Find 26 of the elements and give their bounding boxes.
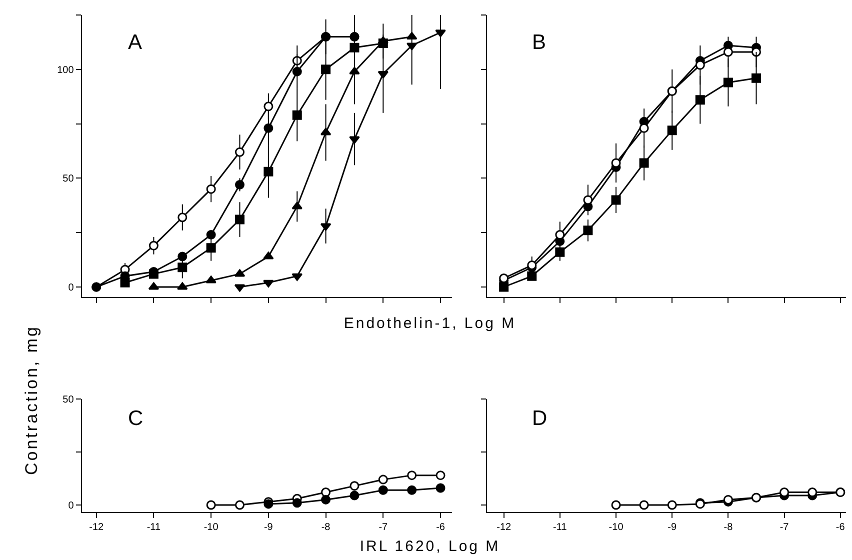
x-tick-label: -8 — [321, 522, 331, 534]
x-tick-label: -10 — [608, 522, 624, 534]
x-tick-label: -11 — [146, 522, 161, 534]
x-tick-label: -12 — [89, 522, 104, 534]
y-tick-label: 100 — [57, 64, 74, 76]
x-tick-label: -11 — [553, 522, 568, 534]
x-axis-title: Endothelin-1, Log M — [344, 315, 516, 332]
x-tick-label: -12 — [496, 522, 512, 534]
annotation: C — [128, 407, 144, 430]
x-tick-label: -9 — [668, 522, 677, 534]
x-tick-label: -10 — [204, 522, 219, 534]
annotation: A — [128, 31, 142, 54]
x-axis-title: IRL 1620, Log M — [360, 538, 500, 555]
y-tick-label: 0 — [68, 500, 74, 512]
y-axis-title: Contraction, mg — [22, 325, 42, 475]
y-tick-label: 50 — [62, 174, 74, 185]
y-tick-label: 0 — [68, 282, 74, 294]
x-tick-label: -8 — [724, 522, 734, 534]
annotation: B — [532, 31, 546, 54]
y-tick-label: 50 — [62, 394, 74, 406]
x-tick-label: -7 — [378, 522, 388, 534]
x-tick-label: -6 — [436, 522, 446, 534]
x-tick-label: -7 — [780, 522, 790, 534]
x-tick-label: -6 — [836, 522, 846, 534]
x-tick-label: -9 — [264, 522, 274, 534]
annotation: D — [532, 407, 548, 430]
